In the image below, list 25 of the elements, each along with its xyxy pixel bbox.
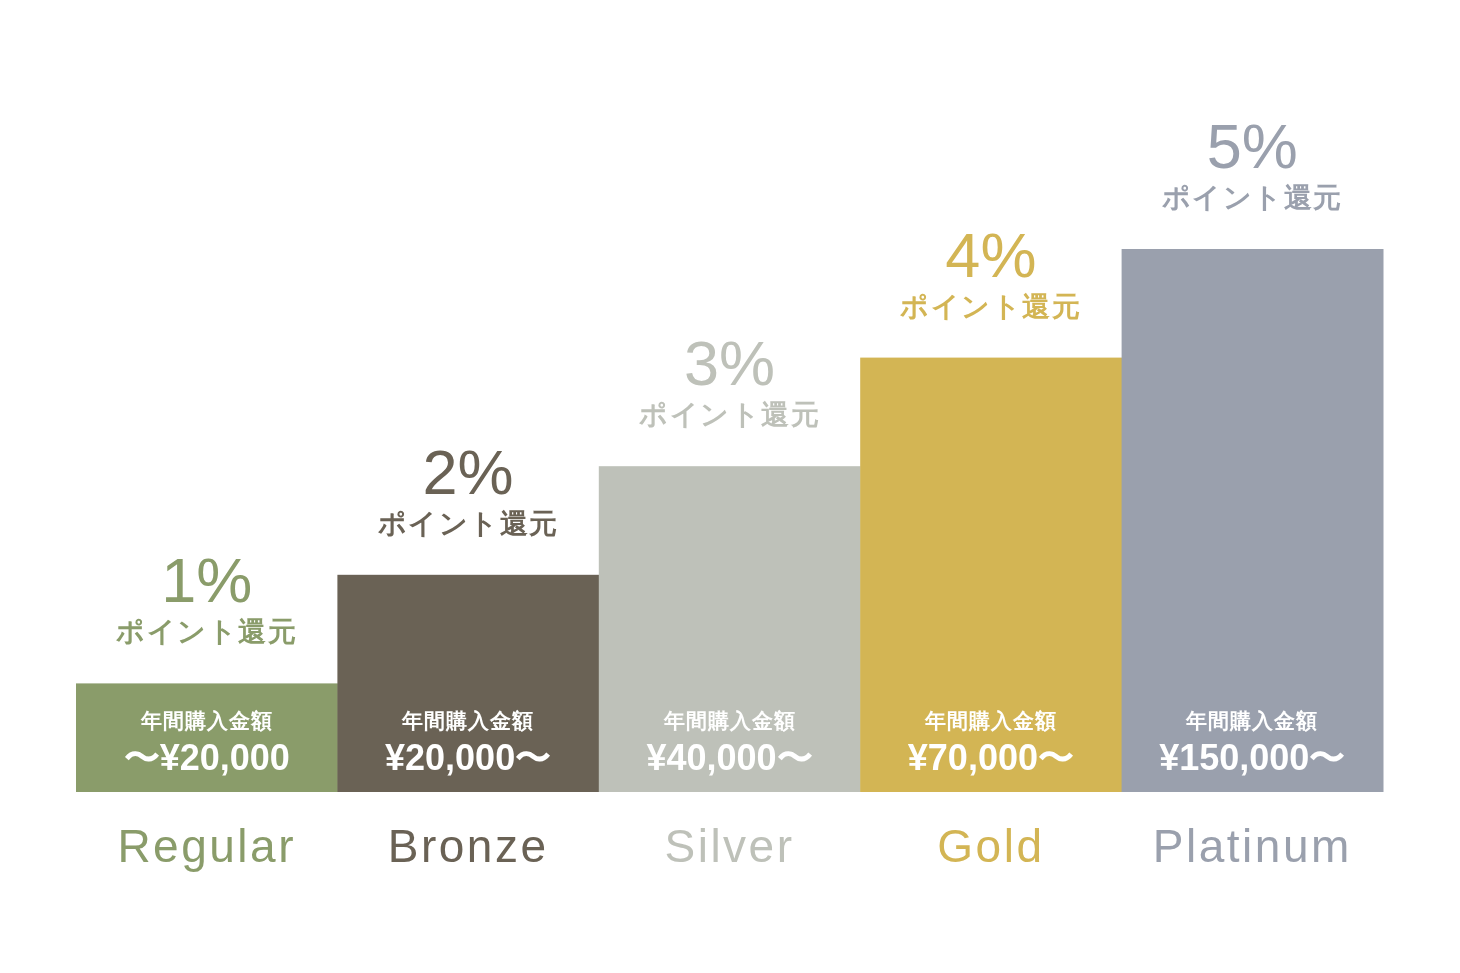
annotation: 年間購入金額 — [923, 709, 1057, 733]
data-label: 3% — [683, 328, 776, 399]
x-tick-label: Platinum — [1152, 820, 1352, 872]
annotation: ポイント還元 — [639, 399, 820, 431]
annotation: 年間購入金額 — [1185, 709, 1319, 733]
annotation: ポイント還元 — [377, 507, 559, 539]
x-tick-label: Silver — [664, 820, 795, 872]
annotation: ¥40,000〜 — [646, 737, 813, 778]
annotation: 年間購入金額 — [401, 709, 535, 733]
x-tick-label: Gold — [937, 820, 1045, 872]
data-label: 4% — [945, 219, 1037, 290]
annotation: ポイント還元 — [900, 290, 1082, 322]
data-label: 5% — [1206, 111, 1298, 181]
annotation: ¥70,000〜 — [907, 737, 1074, 778]
annotation: 〜¥20,000 — [123, 737, 290, 778]
x-tick-label: Regular — [117, 820, 296, 872]
data-label: 1% — [161, 545, 253, 616]
data-label: 2% — [422, 436, 514, 507]
annotation: 年間購入金額 — [662, 709, 796, 733]
x-tick-label: Bronze — [387, 820, 549, 872]
annotation: ポイント還元 — [116, 616, 298, 648]
annotation: ¥20,000〜 — [385, 737, 552, 778]
annotation: ¥150,000〜 — [1159, 737, 1346, 778]
annotation: 年間購入金額 — [139, 709, 273, 733]
annotation: ポイント還元 — [1161, 182, 1343, 213]
